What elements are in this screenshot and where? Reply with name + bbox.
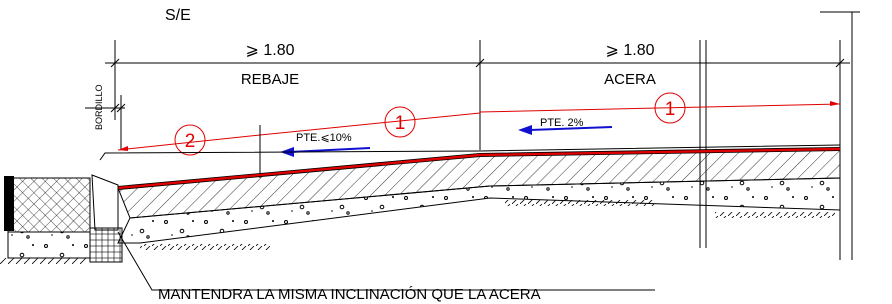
slope-label: PTE.⩽10%: [296, 132, 352, 144]
dimension-value: ⩾ 1.80: [606, 42, 655, 59]
dimension-value: ⩾ 1.80: [246, 42, 295, 59]
marker: 1: [665, 99, 676, 120]
marker: 1: [395, 113, 406, 134]
scale: S/E: [165, 7, 191, 24]
slope-label: PTE. 2%: [540, 117, 584, 129]
drawing: S/E ⩾ 1.80 REBAJE ⩾ 1.80 ACERA BORDILLO …: [0, 0, 892, 304]
marker: 2: [185, 131, 196, 152]
curb-label: BORDILLO: [94, 84, 104, 130]
layout: [0, 12, 860, 290]
dimension-label: ACERA: [604, 71, 656, 88]
dimension-label: REBAJE: [241, 71, 299, 88]
note: MANTENDRA LA MISMA INCLINACIÓN QUE LA AC…: [158, 286, 541, 303]
